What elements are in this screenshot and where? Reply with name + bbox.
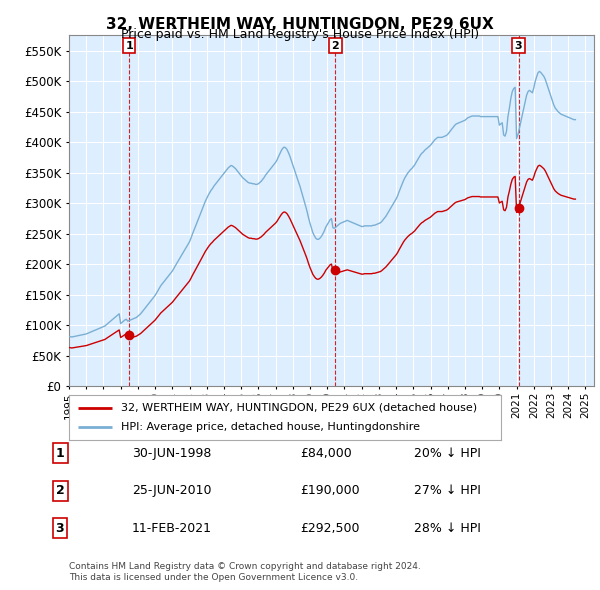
Text: HPI: Average price, detached house, Huntingdonshire: HPI: Average price, detached house, Hunt…	[121, 422, 420, 432]
Text: £190,000: £190,000	[300, 484, 359, 497]
Text: £84,000: £84,000	[300, 447, 352, 460]
Text: 3: 3	[56, 522, 64, 535]
Text: 1: 1	[125, 41, 133, 51]
Text: 20% ↓ HPI: 20% ↓ HPI	[414, 447, 481, 460]
Text: This data is licensed under the Open Government Licence v3.0.: This data is licensed under the Open Gov…	[69, 573, 358, 582]
Text: 30-JUN-1998: 30-JUN-1998	[132, 447, 211, 460]
Text: £292,500: £292,500	[300, 522, 359, 535]
Text: 27% ↓ HPI: 27% ↓ HPI	[414, 484, 481, 497]
Text: 2: 2	[56, 484, 64, 497]
Text: 28% ↓ HPI: 28% ↓ HPI	[414, 522, 481, 535]
Text: 2: 2	[332, 41, 340, 51]
Text: 11-FEB-2021: 11-FEB-2021	[132, 522, 212, 535]
Text: 25-JUN-2010: 25-JUN-2010	[132, 484, 212, 497]
Text: Contains HM Land Registry data © Crown copyright and database right 2024.: Contains HM Land Registry data © Crown c…	[69, 562, 421, 571]
Text: 1: 1	[56, 447, 64, 460]
Text: 32, WERTHEIM WAY, HUNTINGDON, PE29 6UX (detached house): 32, WERTHEIM WAY, HUNTINGDON, PE29 6UX (…	[121, 403, 477, 412]
Text: 3: 3	[515, 41, 523, 51]
Text: Price paid vs. HM Land Registry's House Price Index (HPI): Price paid vs. HM Land Registry's House …	[121, 28, 479, 41]
Text: 32, WERTHEIM WAY, HUNTINGDON, PE29 6UX: 32, WERTHEIM WAY, HUNTINGDON, PE29 6UX	[106, 17, 494, 31]
